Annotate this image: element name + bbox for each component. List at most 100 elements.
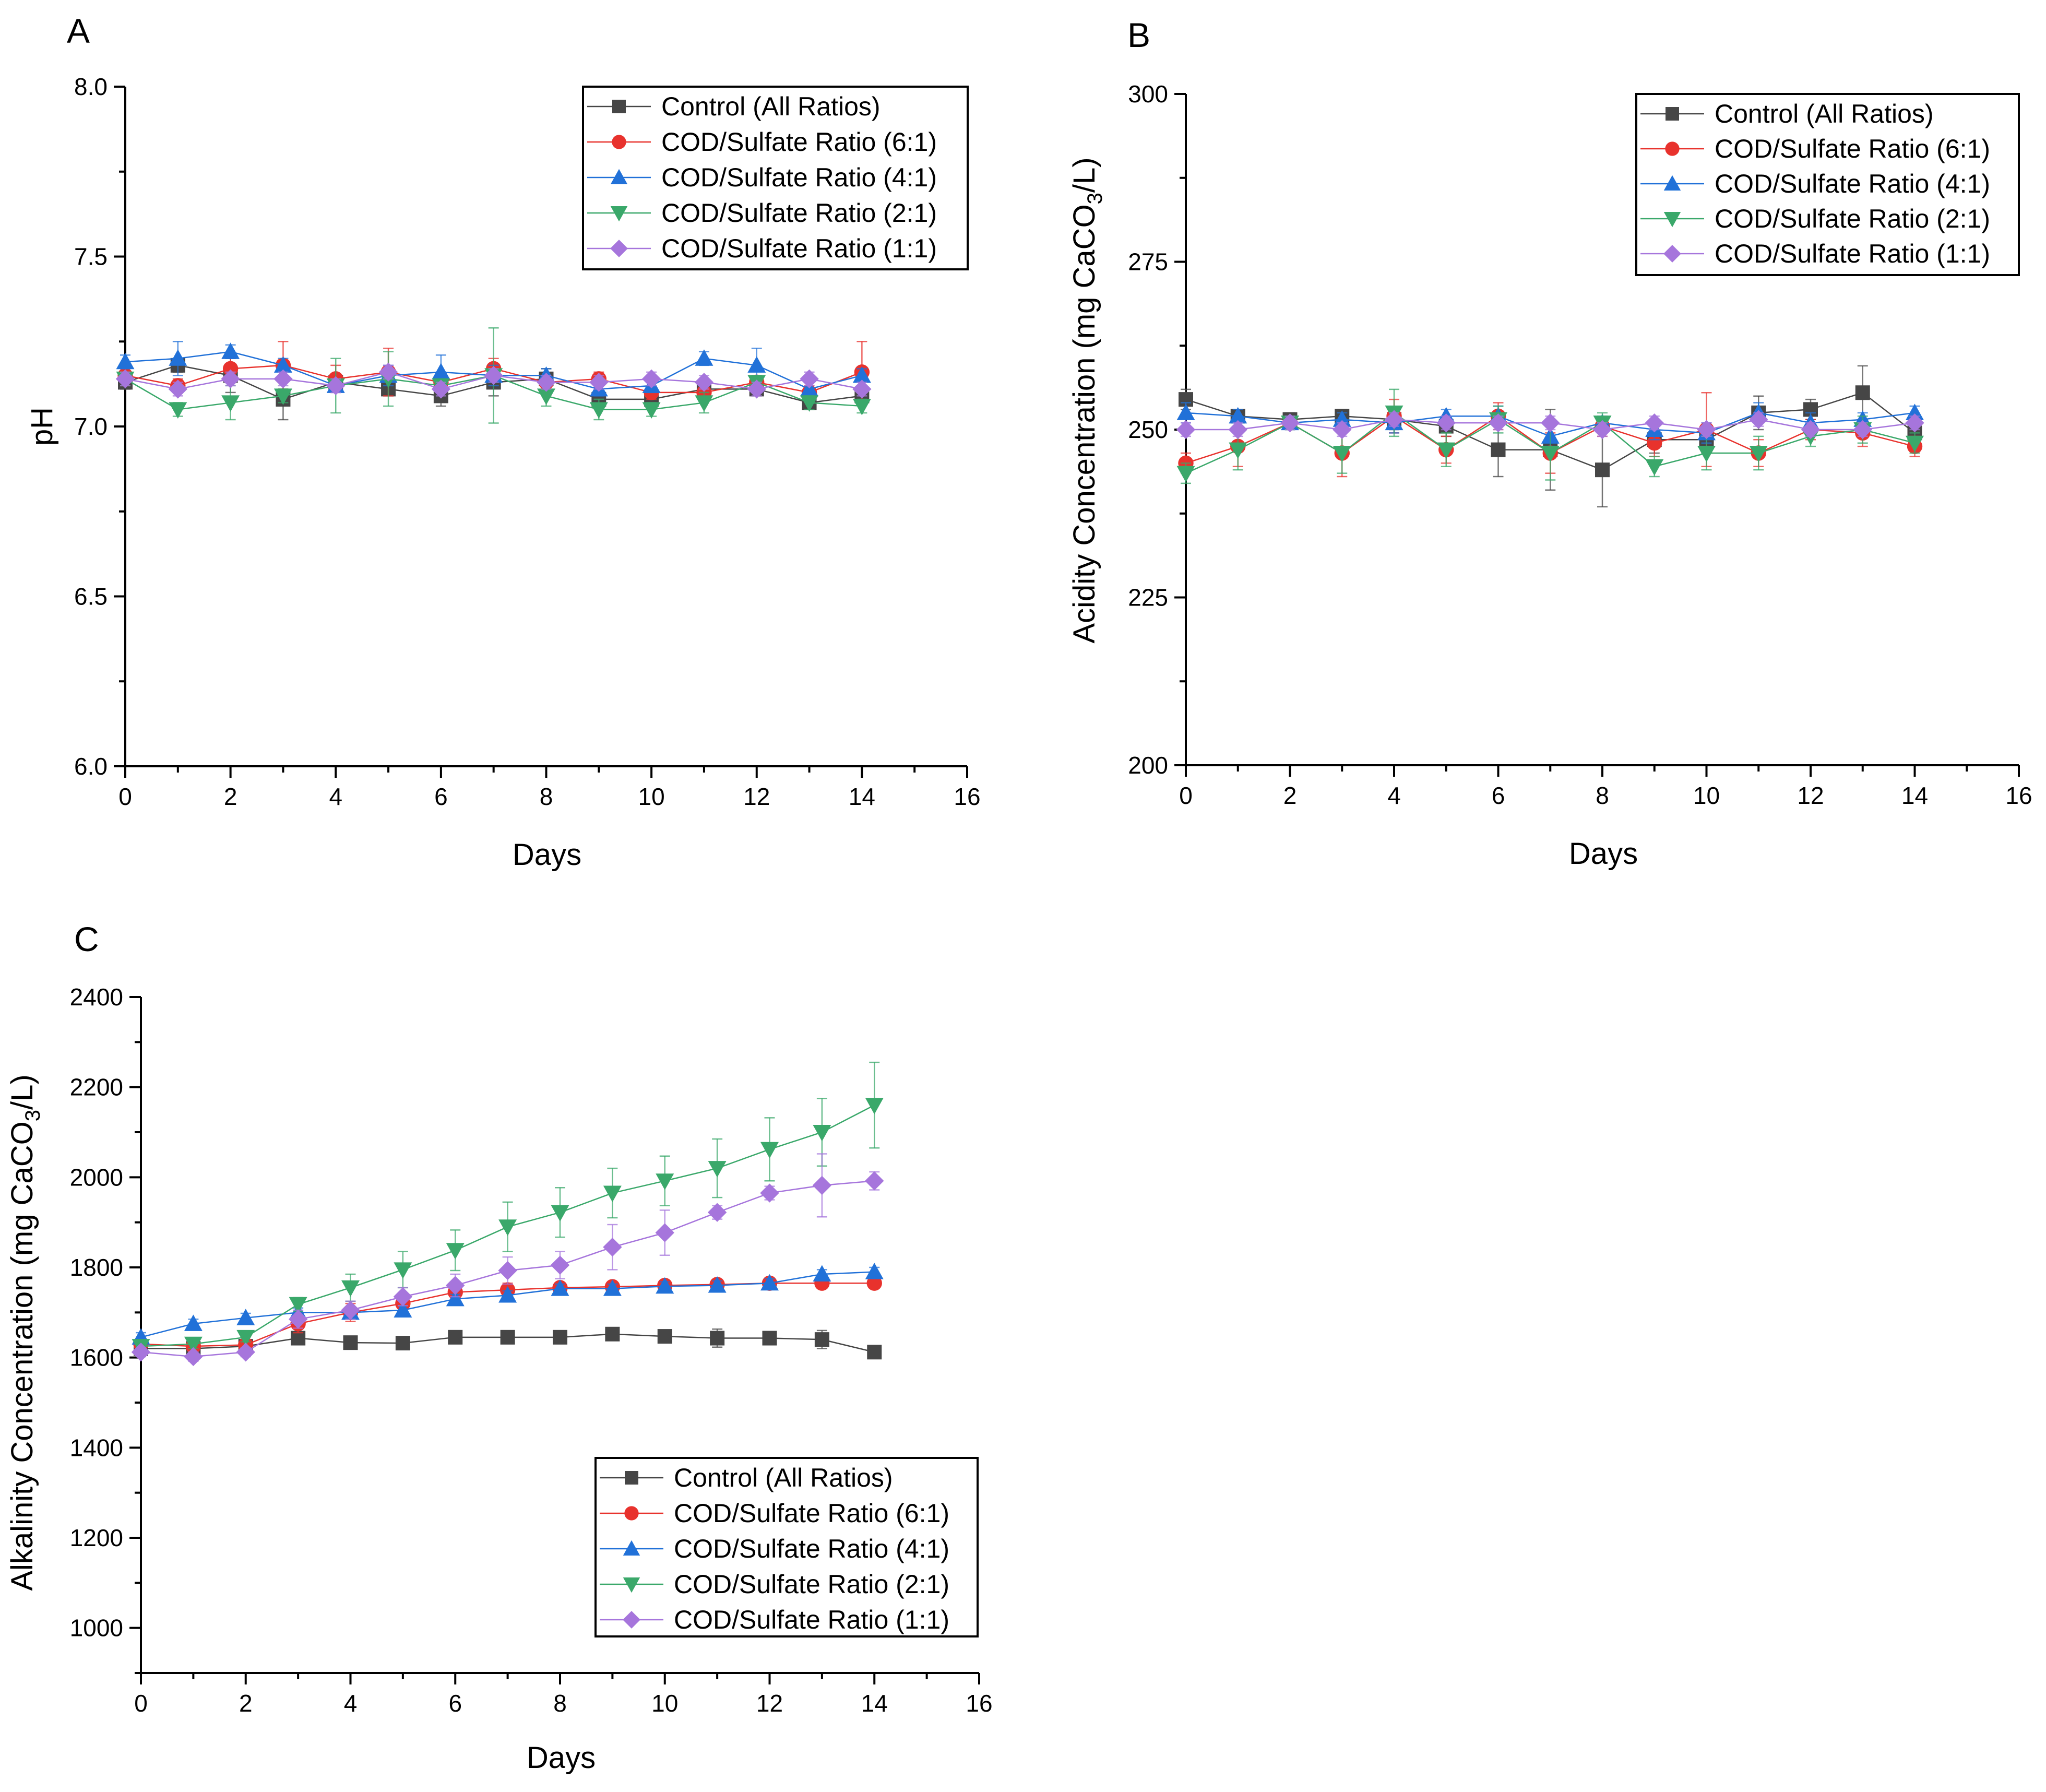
- panel-c-ratio-2-1-point: [813, 1125, 831, 1142]
- panel-a-ratio-4-1-point: [273, 356, 292, 373]
- panel-c-control-point: [500, 1330, 515, 1345]
- panel-b-y-tick-label: 225: [1128, 584, 1168, 611]
- panel-c-series-ratio-2-1: [132, 1061, 884, 1356]
- panel-c-ratio-4-1-point: [813, 1265, 831, 1281]
- panel-a-ratio-2-1-point: [695, 395, 713, 412]
- panel-a-y-tick-label: 7.0: [74, 413, 108, 440]
- panel-b-x-axis-title: Days: [1569, 837, 1638, 871]
- panel-b-ratio-2-1-point: [1906, 435, 1924, 453]
- panel-a-y-axis-title: pH: [25, 407, 59, 446]
- panel-c-control-point: [867, 1345, 882, 1360]
- panel-b-legend-label: Control (All Ratios): [1715, 99, 1934, 128]
- panel-a-ratio-2-1-point: [221, 395, 240, 412]
- panel-b-y-tick-label: 275: [1128, 248, 1168, 276]
- panel-c-y-axis-title-main: Alkalinity Concentration (mg CaCO: [5, 1121, 39, 1591]
- panel-c-ratio-4-1-point: [865, 1263, 884, 1279]
- panel-b-control-point: [1855, 385, 1870, 400]
- panel-b-x-tick-label: 2: [1283, 782, 1297, 809]
- panel-c-control-point: [762, 1331, 777, 1346]
- panel-c-ratio-2-1-point: [446, 1243, 465, 1260]
- panel-c-ratio-1-1-point: [341, 1300, 360, 1320]
- panel-a-ratio-2-1-point: [169, 402, 187, 419]
- panel-c-control-point: [657, 1329, 672, 1344]
- panel-b-y-tick-label: 250: [1128, 416, 1168, 443]
- panel-c-x-tick-label: 16: [966, 1690, 992, 1717]
- panel-c-legend-box: [594, 1457, 979, 1637]
- panel-a-ratio-1-1-point: [115, 369, 135, 389]
- panel-b-ratio-2-1-point: [1229, 442, 1247, 459]
- panel-a-y-tick-label: 6.0: [74, 753, 108, 780]
- panel-a-ratio-1-1-point: [694, 373, 714, 392]
- panel-c-ratio-2-1-point: [341, 1280, 360, 1297]
- panel-c-legend-label: Control (All Ratios): [674, 1463, 893, 1492]
- panel-b-ratio-1-1-point: [1436, 413, 1456, 433]
- panel-c-ratio-1-1-point: [236, 1343, 255, 1362]
- panel-c-ratio-4-1-point: [184, 1314, 203, 1331]
- panel-c-ratio-4-1-point: [236, 1309, 255, 1325]
- panel-c-legend-label: COD/Sulfate Ratio (6:1): [674, 1499, 949, 1528]
- panel-b-x-tick-label: 4: [1387, 782, 1401, 809]
- panel-c-ratio-6-1-point: [866, 1275, 882, 1291]
- panel-a-ratio-1-1-point: [168, 379, 188, 399]
- panel-c-legend-swatch-marker: [624, 1506, 639, 1521]
- panel-b-y-axis-title-end: /L): [1067, 157, 1101, 193]
- panel-a-ratio-1-1-point: [221, 369, 240, 389]
- panel-b-ratio-1-1-point: [1280, 413, 1300, 433]
- panel-a-y-tick-label: 8.0: [74, 73, 108, 100]
- panel-c-y-tick-label: 1000: [70, 1615, 123, 1642]
- panel-b-legend-swatch-marker: [1663, 212, 1681, 228]
- panel-c-control-point: [343, 1335, 358, 1350]
- panel-b-ratio-1-1-point: [1384, 410, 1404, 429]
- panel-a-ratio-1-1-point: [273, 369, 293, 389]
- panel-c-ratio-1-1-point: [446, 1276, 465, 1295]
- panel-a-ratio-1-1-point: [852, 379, 872, 399]
- panel-b-control-point: [1595, 462, 1610, 478]
- panel-c-legend-swatch-marker: [623, 1577, 640, 1593]
- panel-c-y-tick-label: 1600: [70, 1344, 123, 1371]
- panel-c-ratio-2-1-point: [394, 1262, 412, 1279]
- panel-c-ratio-2-1-point: [865, 1098, 884, 1114]
- panel-label-b: B: [1127, 16, 1150, 54]
- panel-a-x-tick-label: 12: [743, 783, 770, 810]
- panel-a-legend-swatch-marker: [610, 240, 628, 257]
- panel-c-ratio-1-1-point: [760, 1183, 779, 1203]
- panel-c-ratio-1-1-point: [550, 1255, 570, 1275]
- panel-a-legend-swatch-marker: [612, 100, 626, 113]
- panel-c-control-point: [814, 1332, 829, 1347]
- panel-b-x-tick-label: 16: [2005, 782, 2032, 809]
- panel-a-ratio-4-1-point: [221, 342, 240, 359]
- panel-b-y-axis-title: Acidity Concentration (mg CaCO3/L): [1067, 157, 1107, 643]
- panel-c-ratio-4-1-point: [498, 1286, 517, 1303]
- panel-b-ratio-2-1-point: [1437, 442, 1456, 459]
- panel-c-legend-swatch-marker: [623, 1611, 640, 1629]
- panel-a-x-tick-label: 14: [849, 783, 875, 810]
- panel-b-legend-box: [1635, 93, 2020, 276]
- panel-b-ratio-1-1-point: [1228, 420, 1247, 440]
- panel-c-ratio-1-1-point: [131, 1343, 151, 1362]
- panel-b-legend-label: COD/Sulfate Ratio (6:1): [1715, 134, 1990, 163]
- panel-c-ratio-2-1-point: [551, 1205, 569, 1222]
- panel-a-legend-swatch-marker: [612, 135, 626, 149]
- panel-a-ratio-2-1-point: [642, 402, 661, 419]
- panel-a-plot: 0 2 4 6 8 10 12 14 16 6.0 6.5 7.0 7.5 8.0 Control (All…: [74, 73, 981, 810]
- panel-a-ratio-1-1-point: [431, 379, 451, 399]
- panel-b-x-tick-label: 8: [1596, 782, 1609, 809]
- panel-b-ratio-1-1-point: [1645, 413, 1664, 433]
- panel-b-ratio-1-1-point: [1697, 420, 1716, 440]
- panel-c-ratio-1-1-point: [655, 1223, 674, 1242]
- panel-c-ratio-1-1-point: [288, 1310, 308, 1329]
- panel-c-x-tick-label: 10: [651, 1690, 678, 1717]
- panel-b-ratio-1-1-point: [1176, 420, 1196, 440]
- panel-c-x-axis-title: Days: [527, 1741, 596, 1775]
- panel-a-x-tick-label: 16: [954, 783, 980, 810]
- panel-a-ratio-4-1-point: [169, 349, 187, 366]
- panel-a-legend: Control (All Ratios) COD/Sulfate Ratio (6…: [582, 86, 969, 270]
- panel-a-ratio-1-1-point: [484, 366, 503, 385]
- panel-c-x-tick-label: 14: [861, 1690, 888, 1717]
- panel-c-control-point: [448, 1330, 463, 1345]
- panel-c-ratio-1-1-point: [865, 1171, 884, 1191]
- panel-a-x-tick-label: 6: [434, 783, 448, 810]
- panel-c-ratio-2-1-point: [760, 1142, 779, 1159]
- panel-c-ratio-2-1-point: [708, 1161, 727, 1178]
- panel-c-series-ratio-1-1: [131, 1153, 884, 1367]
